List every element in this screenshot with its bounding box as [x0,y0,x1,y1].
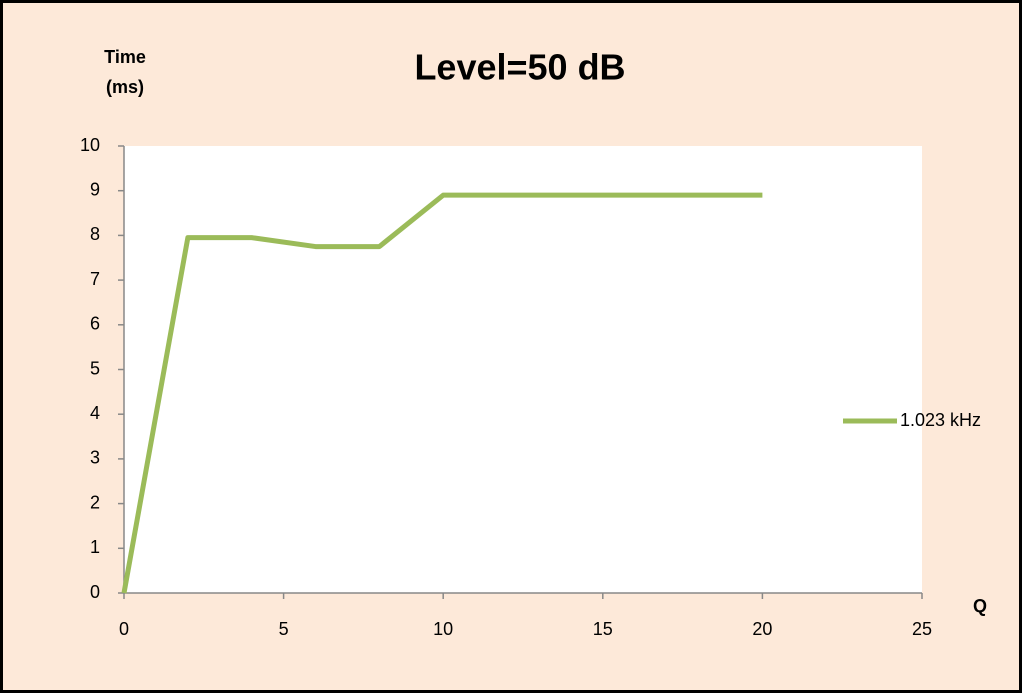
y-tick-label: 6 [90,314,100,334]
y-tick-label: 1 [90,537,100,557]
y-tick-label: 10 [80,135,100,155]
y-tick-label: 3 [90,448,100,468]
y-tick-label: 0 [90,582,100,602]
y-tick-label: 9 [90,179,100,199]
chart-title: Level=50 dB [414,47,625,88]
x-tick-label: 25 [912,619,932,639]
plot-area [124,146,922,593]
x-tick-label: 5 [279,619,289,639]
y-tick-label: 2 [90,492,100,512]
legend-label: 1.023 kHz [900,410,981,430]
data-line [121,192,763,594]
x-tick-label: 10 [433,619,453,639]
y-tick-label: 7 [90,269,100,289]
x-tick-label: 20 [752,619,772,639]
x-tick-label: 15 [593,619,613,639]
x-tick-label: 0 [119,619,129,639]
y-tick-label: 5 [90,358,100,378]
y-tick-label: 4 [90,403,100,423]
y-axis-label: Time (ms) [104,47,146,97]
x-axis-label: Q [973,596,987,616]
y-tick-label: 8 [90,224,100,244]
